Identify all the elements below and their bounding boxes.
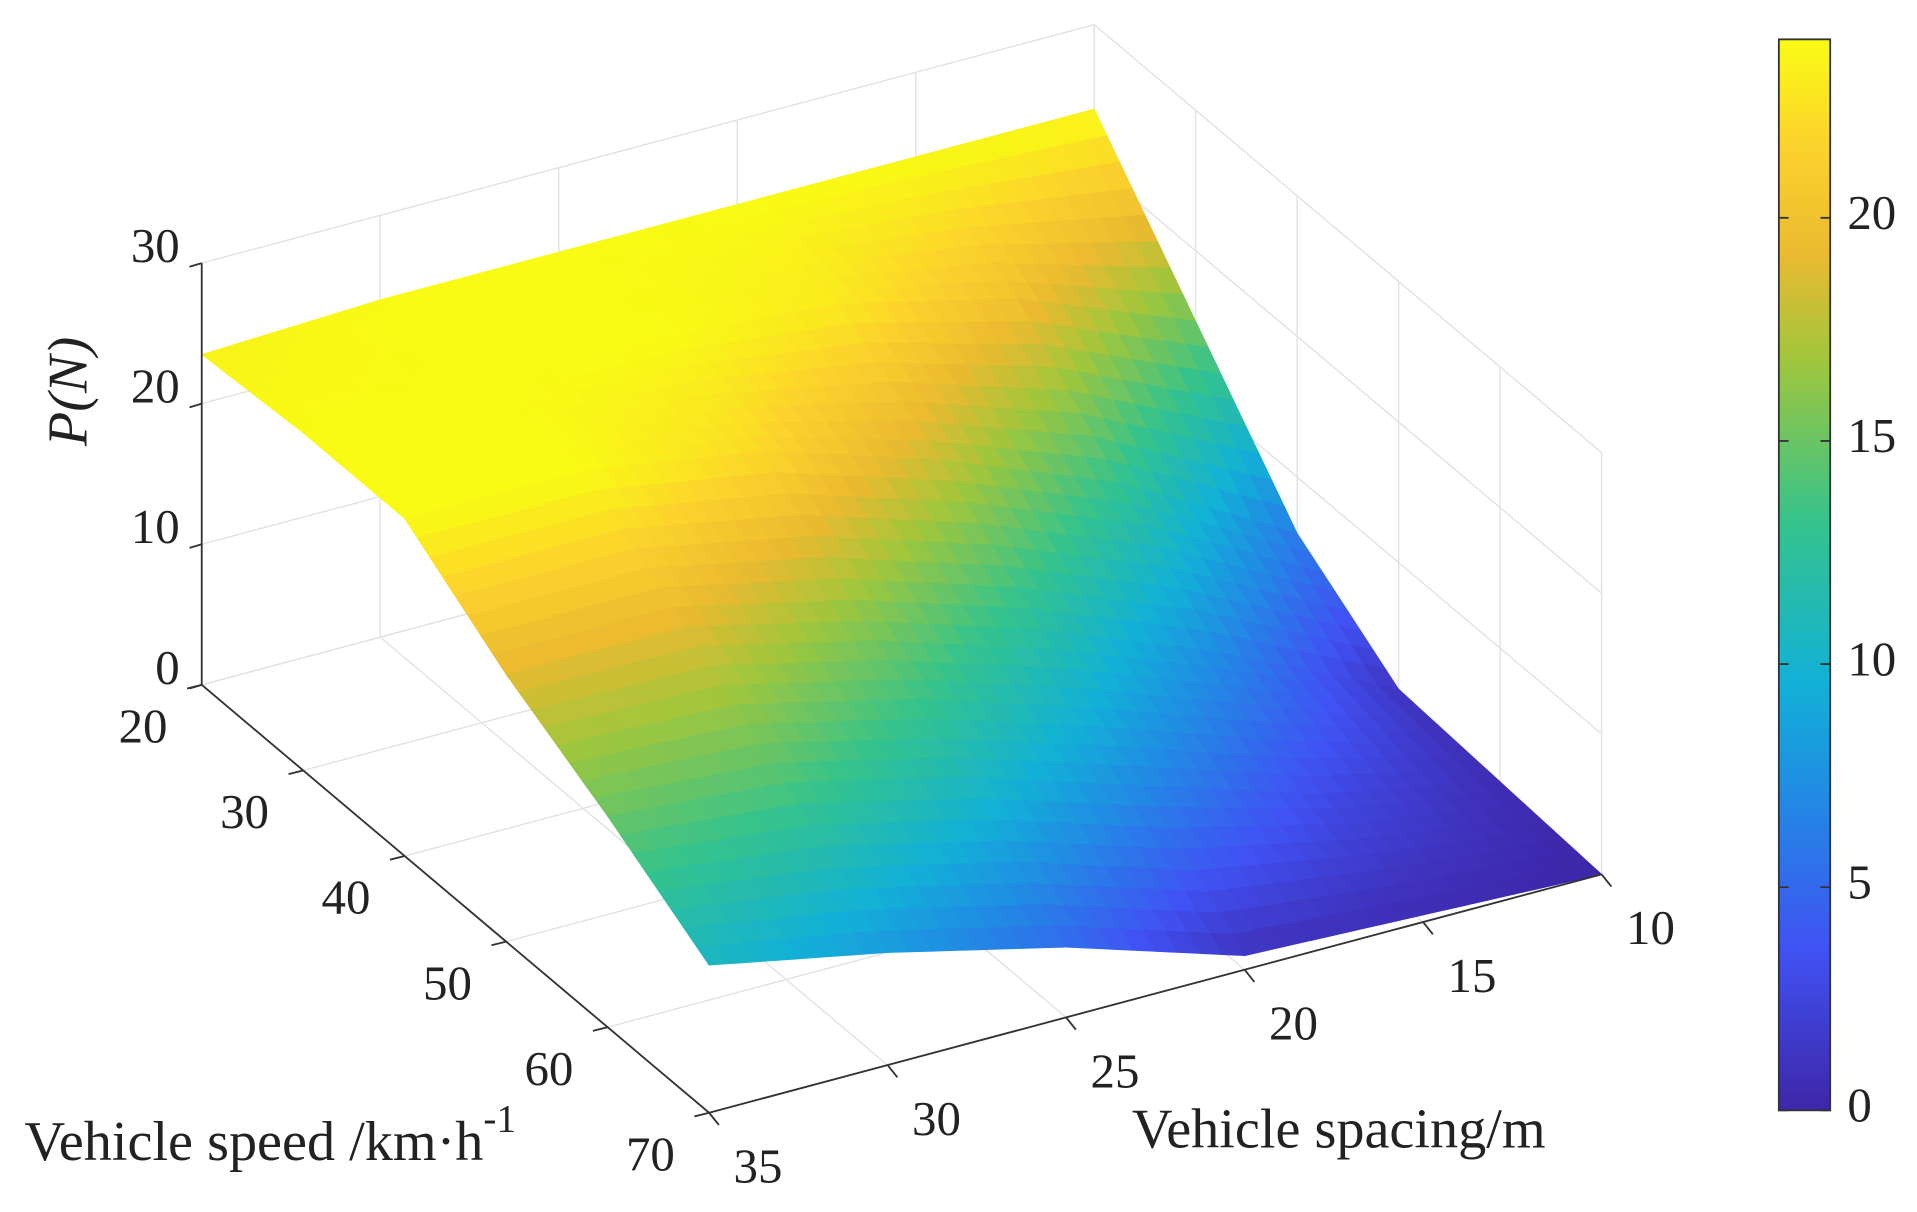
y-tick (592, 1026, 608, 1032)
z-tick-label: 10 (131, 499, 180, 554)
axes: 0 10 20 30 20 30 40 50 60 70 10 15 20 25 30 35 (119, 218, 1675, 1194)
x-tick-label: 10 (1626, 900, 1675, 955)
y-axis-label-text: Vehicle speed /km·h (24, 1111, 483, 1173)
colorbar-tick-label: 5 (1847, 854, 1871, 909)
y-tick-label: 50 (423, 955, 472, 1010)
y-tick-label: 60 (524, 1041, 573, 1096)
axis-line (200, 263, 1602, 1114)
colorbar: 0 5 10 15 20 (1777, 38, 1896, 1133)
x-tick (1065, 1016, 1077, 1031)
y-tick (694, 1111, 710, 1118)
x-tick-label: 35 (734, 1139, 783, 1194)
z-tick (189, 262, 202, 268)
x-tick-label: 20 (1269, 996, 1318, 1051)
y-tick (389, 855, 405, 861)
colorbar-tick-label: 10 (1847, 631, 1896, 686)
z-tick-label: 20 (131, 359, 180, 414)
z-tick (189, 543, 202, 549)
x-tick-label: 25 (1091, 1043, 1140, 1098)
colorbar-tick-label: 15 (1847, 408, 1896, 463)
z-tick-label: 30 (131, 218, 180, 273)
x-tick (1600, 873, 1613, 888)
surface (200, 108, 1603, 966)
y-tick-label: 40 (322, 870, 371, 925)
y-axis-label-sup: -1 (483, 1098, 516, 1141)
y-axis-label: Vehicle speed /km·h-1 (24, 1098, 516, 1173)
x-tick-label: 30 (912, 1091, 961, 1146)
x-tick (1243, 969, 1256, 983)
y-tick-label: 70 (626, 1126, 675, 1181)
y-tick (491, 940, 507, 947)
z-tick (189, 402, 202, 409)
colorbar-gradient (1777, 38, 1832, 1112)
y-tick-label: 30 (220, 784, 269, 839)
x-axis-label: Vehicle spacing/m (1132, 1099, 1546, 1161)
surface-patch (695, 944, 733, 966)
y-tick (288, 769, 304, 775)
z-tick-label: 0 (155, 640, 179, 695)
y-tick-label: 20 (119, 699, 168, 754)
colorbar-tick-label: 0 (1847, 1078, 1871, 1133)
x-tick (708, 1112, 720, 1126)
z-axis-label: P(N) (37, 337, 99, 447)
x-tick-label: 15 (1448, 948, 1497, 1003)
grid-line (201, 23, 1603, 454)
x-tick (1422, 921, 1434, 935)
x-tick (886, 1064, 899, 1078)
colorbar-tick-label: 20 (1847, 185, 1896, 240)
y-tick (186, 683, 202, 690)
